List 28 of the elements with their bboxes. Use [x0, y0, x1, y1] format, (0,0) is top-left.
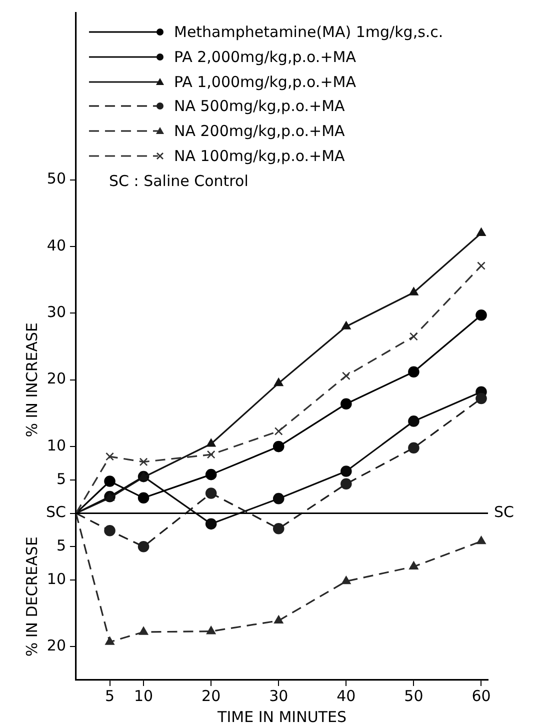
x-tick-label: 50 — [404, 686, 424, 705]
legend-label: NA 200mg/kg,p.o.+MA — [174, 122, 345, 140]
legend-label: PA 1,000mg/kg,p.o.+MA — [174, 72, 356, 91]
y-tick-label: 20 — [46, 636, 66, 655]
y-tick-label: 40 — [46, 236, 66, 254]
y-tick-label: 20 — [46, 370, 66, 388]
annotation: SC : Saline Control — [109, 172, 248, 190]
x-axis-title: TIME IN MINUTES — [216, 708, 346, 726]
y-tick-label: 10 — [46, 570, 66, 588]
legend-label: Methamphetamine(MA) 1mg/kg,s.c. — [174, 23, 444, 42]
y-axis-title: % IN INCREASE — [22, 322, 41, 438]
x-tick-label: 5 — [104, 686, 115, 705]
x-tick-label: 40 — [336, 686, 356, 705]
text: % IN DECREASE — [22, 536, 41, 657]
y-tick-label: 50 — [46, 170, 66, 188]
x-tick-label: 60 — [472, 686, 491, 705]
legend-label: NA 500mg/kg,p.o.+MA — [174, 97, 345, 116]
x-tick-label: 30 — [269, 686, 288, 705]
y-tick-label: 5 — [56, 536, 66, 554]
y-tick-label: 30 — [46, 303, 66, 322]
x-tick-label: 10 — [134, 686, 154, 705]
y-tick-label: SC — [46, 503, 66, 522]
x-tick-label: 20 — [202, 686, 221, 705]
ref-line-label: SC — [494, 503, 514, 522]
legend-label: PA 2,000mg/kg,p.o.+MA — [174, 48, 356, 66]
y-tick-label: 10 — [46, 436, 66, 454]
legend-label: NA 100mg/kg,p.o.+MA — [174, 146, 345, 165]
y-tick-label: 5 — [56, 470, 66, 488]
